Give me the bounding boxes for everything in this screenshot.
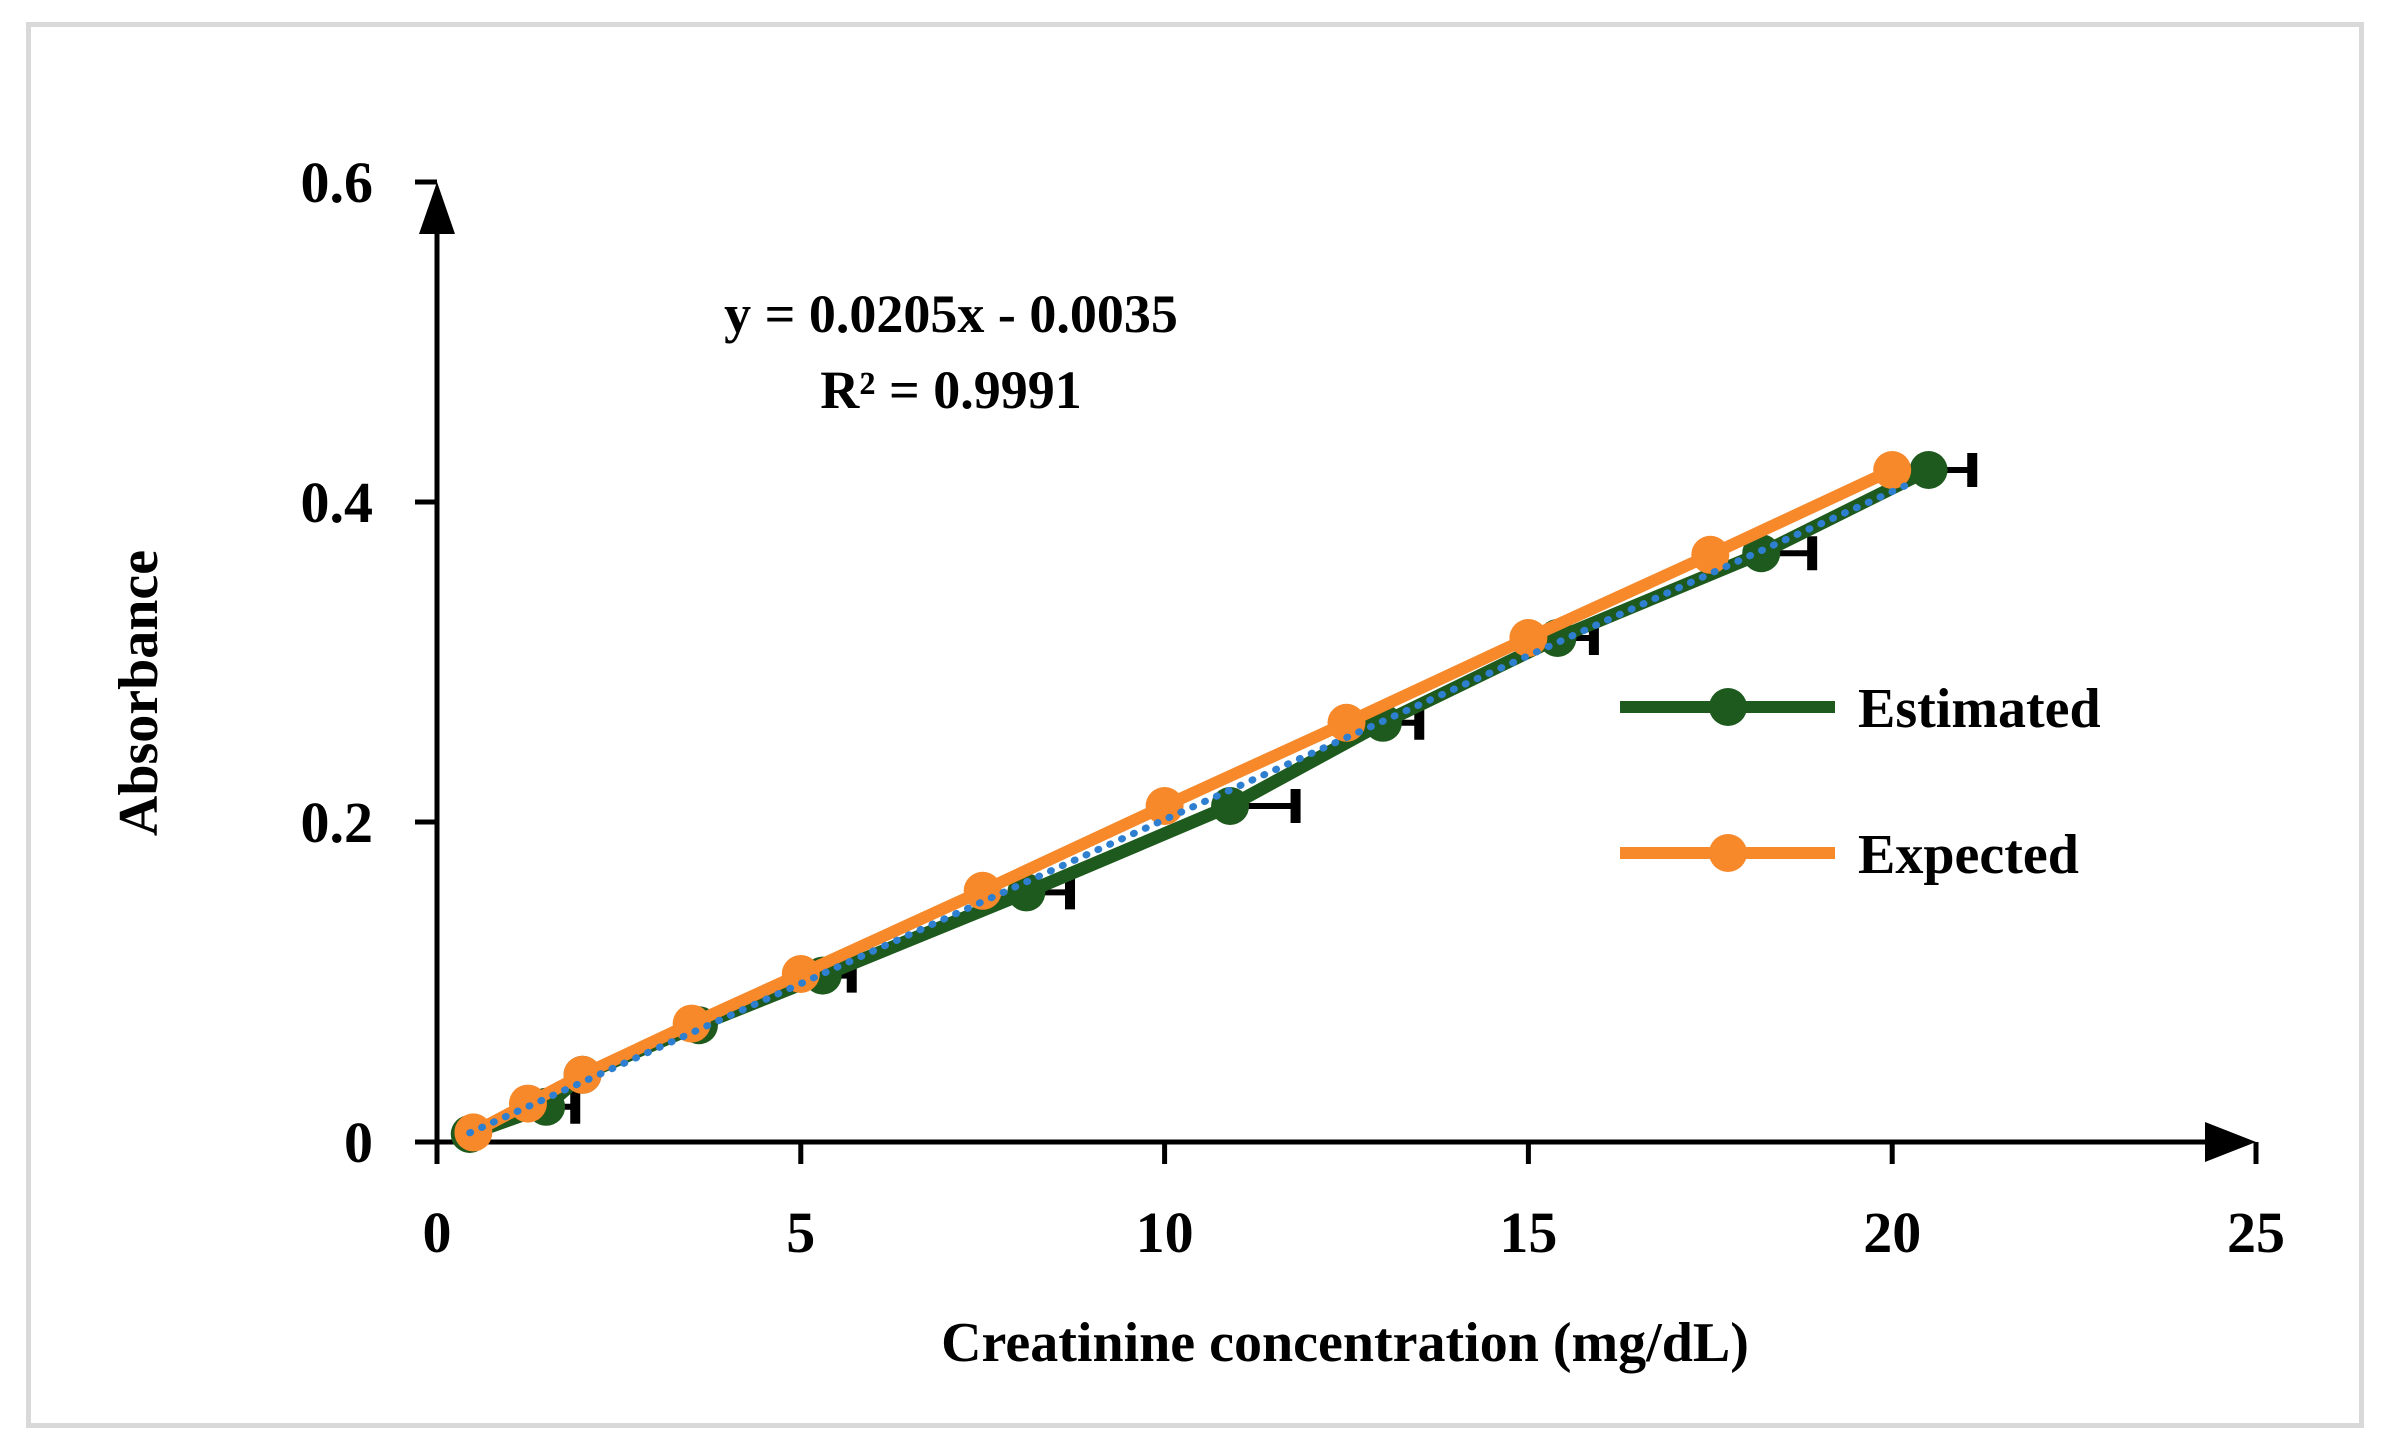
x-tick-label: 15 xyxy=(1499,1200,1557,1265)
x-tick-label: 10 xyxy=(1136,1200,1194,1265)
data-point-expected[interactable] xyxy=(563,1055,602,1094)
y-tick-label: 0.4 xyxy=(301,470,374,535)
legend-label-expected: Expected xyxy=(1858,824,2079,886)
x-tick-label: 20 xyxy=(1863,1200,1921,1265)
x-tick-label: 5 xyxy=(786,1200,815,1265)
legend-marker-expected xyxy=(1709,834,1747,872)
y-tick-label: 0 xyxy=(344,1110,373,1175)
data-point-expected[interactable] xyxy=(1509,619,1548,657)
y-tick-label: 0.2 xyxy=(301,790,374,855)
data-point-estimated[interactable] xyxy=(1909,451,1948,489)
legend-item-estimated[interactable]: Estimated xyxy=(1620,678,2101,740)
data-point-expected[interactable] xyxy=(781,955,820,993)
legend-label-estimated: Estimated xyxy=(1858,678,2101,740)
legend-item-expected[interactable]: Expected xyxy=(1620,824,2079,886)
data-point-expected[interactable] xyxy=(1873,451,1912,489)
y-tick-label: 0.6 xyxy=(301,150,374,215)
data-point-estimated[interactable] xyxy=(1007,873,1046,912)
x-tick-label: 0 xyxy=(423,1200,452,1265)
labels-layer: 0 0.2 0.4 0.6 0 5 10 15 20 25 xyxy=(301,150,2286,1265)
chart-frame xyxy=(26,22,2364,1428)
trendline-equation: y = 0.0205x - 0.0035 xyxy=(724,284,1178,344)
data-point-expected[interactable] xyxy=(672,1004,711,1043)
axes xyxy=(415,179,2259,1164)
series-layer xyxy=(450,451,1978,1153)
trendline-r-squared: R² = 0.9991 xyxy=(820,360,1081,420)
x-axis-arrow xyxy=(2205,1122,2256,1162)
x-axis-title: Creatinine concentration (mg/dL) xyxy=(941,1312,1749,1374)
y-axis-arrow xyxy=(419,182,455,234)
trendline xyxy=(466,481,1911,1137)
data-point-expected[interactable] xyxy=(1691,535,1730,574)
legend-marker-estimated xyxy=(1709,688,1747,726)
x-tick-label: 25 xyxy=(2227,1200,2285,1265)
y-axis-title: Absorbance xyxy=(108,550,170,836)
legend[interactable]: Estimated Expected xyxy=(1620,678,2101,886)
data-point-expected[interactable] xyxy=(1145,787,1184,825)
